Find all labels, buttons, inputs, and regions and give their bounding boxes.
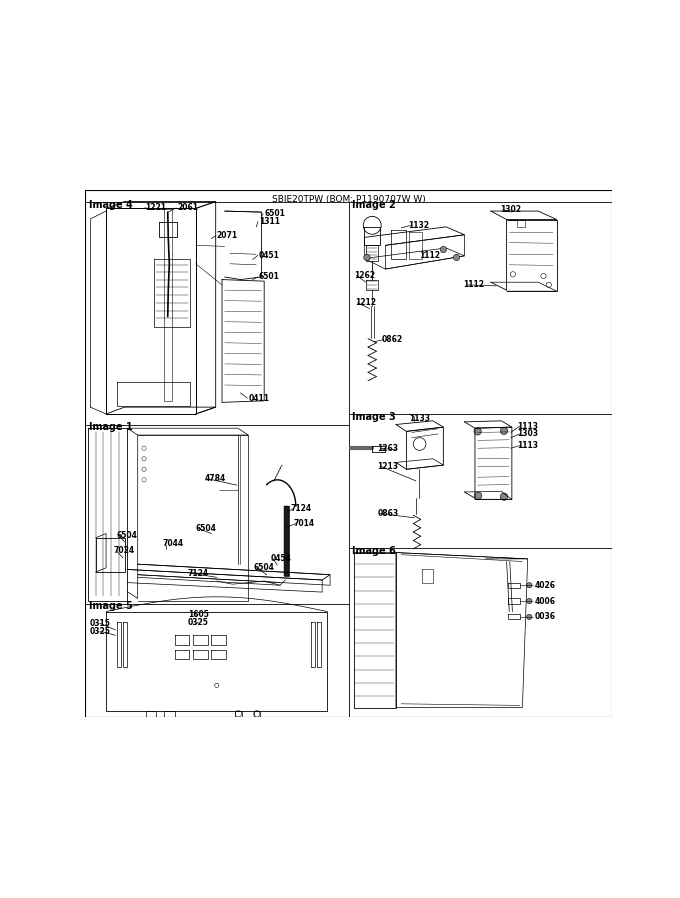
Text: SBIE20TPW (BOM: P1190707W W): SBIE20TPW (BOM: P1190707W W)	[271, 195, 426, 204]
Text: 1302: 1302	[500, 205, 522, 214]
Text: Image 6: Image 6	[352, 546, 396, 556]
Text: 2071: 2071	[217, 232, 238, 241]
Text: 1113: 1113	[517, 441, 538, 450]
Circle shape	[454, 254, 460, 260]
Text: 0863: 0863	[377, 509, 398, 518]
Text: 7024: 7024	[114, 547, 135, 556]
Text: 7014: 7014	[293, 519, 314, 528]
Text: 6504: 6504	[254, 563, 275, 572]
Text: 1112: 1112	[420, 251, 441, 260]
Text: 1212: 1212	[355, 298, 376, 307]
Text: 0451: 0451	[259, 251, 279, 260]
Text: 2061: 2061	[177, 204, 199, 213]
Text: Image 2: Image 2	[352, 200, 396, 210]
Text: Image 3: Image 3	[352, 411, 396, 421]
Text: 1311: 1311	[259, 217, 280, 226]
Text: 4006: 4006	[534, 596, 556, 605]
Text: 1221: 1221	[146, 204, 167, 213]
Text: 1303: 1303	[517, 429, 538, 438]
Circle shape	[475, 492, 482, 499]
Circle shape	[500, 493, 508, 500]
Text: 7124: 7124	[188, 568, 209, 577]
Text: 1262: 1262	[354, 271, 375, 280]
Text: 4026: 4026	[534, 581, 556, 590]
Text: 1263: 1263	[377, 444, 398, 453]
Text: 1133: 1133	[409, 414, 430, 423]
Text: 0411: 0411	[248, 393, 269, 402]
Text: 1112: 1112	[463, 280, 484, 289]
Circle shape	[526, 583, 532, 588]
Text: 0325: 0325	[89, 627, 110, 636]
Text: 1113: 1113	[517, 421, 538, 430]
Text: 6501: 6501	[264, 209, 285, 218]
Circle shape	[526, 598, 532, 603]
Text: 7044: 7044	[163, 539, 184, 548]
Text: 0454: 0454	[271, 554, 291, 563]
Text: 1132: 1132	[408, 221, 429, 230]
Text: 1213: 1213	[377, 462, 398, 471]
Circle shape	[526, 614, 532, 620]
Circle shape	[500, 427, 508, 435]
Text: 0862: 0862	[381, 335, 403, 344]
Text: 0315: 0315	[89, 619, 110, 628]
Text: 6501: 6501	[259, 272, 279, 281]
Text: Image 1: Image 1	[88, 422, 133, 432]
Bar	[284, 506, 290, 576]
Text: 7124: 7124	[290, 505, 311, 514]
Text: Image 5: Image 5	[88, 602, 133, 612]
Text: Image 4: Image 4	[88, 200, 133, 210]
Text: 6504: 6504	[117, 531, 137, 540]
Circle shape	[364, 254, 370, 260]
Circle shape	[440, 246, 447, 252]
Text: 4784: 4784	[205, 474, 226, 483]
Text: 0036: 0036	[534, 612, 556, 621]
Circle shape	[474, 427, 481, 435]
Text: 1605: 1605	[188, 610, 209, 619]
Text: 6504: 6504	[196, 524, 216, 533]
Text: 0325: 0325	[188, 618, 209, 627]
